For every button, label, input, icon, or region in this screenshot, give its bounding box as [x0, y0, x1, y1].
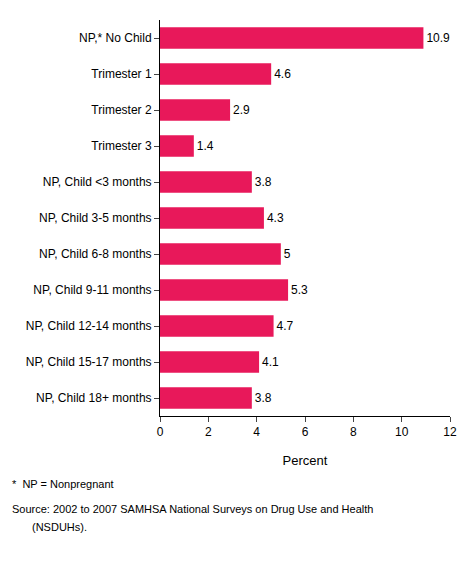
svg-text:NP, Child <3 months: NP, Child <3 months	[43, 175, 152, 189]
svg-text:NP, Child 15-17 months: NP, Child 15-17 months	[26, 355, 152, 369]
svg-text:0: 0	[157, 425, 164, 439]
svg-text:1.4: 1.4	[197, 139, 214, 153]
svg-text:4: 4	[253, 425, 260, 439]
svg-text:NP,* No Child: NP,* No Child	[79, 31, 151, 45]
svg-text:Trimester 3: Trimester 3	[91, 139, 152, 153]
svg-text:2: 2	[205, 425, 212, 439]
svg-text:NP, Child 18+ months: NP, Child 18+ months	[36, 391, 152, 405]
svg-text:(NSDUHs).: (NSDUHs).	[32, 521, 87, 533]
svg-text:4.7: 4.7	[277, 319, 294, 333]
svg-text:Percent: Percent	[283, 453, 328, 468]
svg-text:5.3: 5.3	[291, 283, 308, 297]
svg-text:NP, Child 6-8 months: NP, Child 6-8 months	[39, 247, 152, 261]
svg-text:3.8: 3.8	[255, 391, 272, 405]
svg-text:4.3: 4.3	[267, 211, 284, 225]
svg-text:12: 12	[443, 425, 457, 439]
svg-text:2.9: 2.9	[233, 103, 250, 117]
svg-text:* NP = Nonpregnant: * NP = Nonpregnant	[12, 478, 114, 490]
svg-text:NP, Child 9-11 months: NP, Child 9-11 months	[33, 283, 151, 297]
svg-text:8: 8	[350, 425, 357, 439]
svg-text:Trimester 2: Trimester 2	[91, 103, 152, 117]
svg-text:Trimester 1: Trimester 1	[91, 67, 152, 81]
svg-text:NP, Child 3-5 months: NP, Child 3-5 months	[39, 211, 152, 225]
svg-text:10: 10	[395, 425, 409, 439]
svg-text:4.6: 4.6	[274, 67, 291, 81]
svg-text:Source: 2002 to 2007 SAMHSA Na: Source: 2002 to 2007 SAMHSA National Sur…	[12, 503, 373, 515]
svg-text:4.1: 4.1	[262, 355, 279, 369]
svg-text:5: 5	[284, 247, 291, 261]
svg-text:10.9: 10.9	[426, 31, 450, 45]
svg-text:NP, Child 12-14 months: NP, Child 12-14 months	[26, 319, 152, 333]
svg-text:3.8: 3.8	[255, 175, 272, 189]
svg-text:6: 6	[302, 425, 309, 439]
